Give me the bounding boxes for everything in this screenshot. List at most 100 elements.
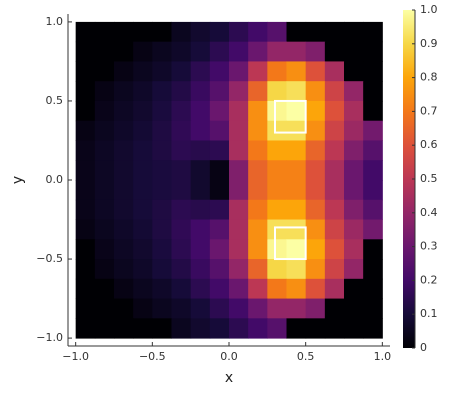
heat-cell <box>133 120 153 141</box>
y-tick-label: −0.5 <box>36 252 63 265</box>
heat-cell <box>324 298 345 319</box>
highlight-box <box>274 226 307 261</box>
heat-cell <box>171 61 192 82</box>
heat-cell <box>114 160 134 181</box>
heat-cell <box>363 120 383 141</box>
heat-cell <box>267 199 287 221</box>
heat-cell <box>229 120 249 141</box>
heat-cell <box>248 41 268 62</box>
heat-cell <box>363 278 383 300</box>
heat-cell <box>229 21 249 43</box>
heat-cell <box>286 160 307 181</box>
heat-cell <box>229 160 249 181</box>
heat-cell <box>114 278 134 300</box>
heat-cell <box>324 219 345 240</box>
heat-cell <box>248 120 268 141</box>
heat-cell <box>94 278 115 300</box>
heat-cell <box>267 259 287 280</box>
heat-cell <box>209 199 230 221</box>
heat-cell <box>324 318 345 339</box>
heat-cell <box>209 278 230 300</box>
heat-cell <box>267 180 287 201</box>
heat-cell <box>190 219 211 240</box>
heat-cell <box>267 239 287 260</box>
heat-cell <box>267 61 287 82</box>
heat-cell <box>75 120 96 141</box>
highlight-box <box>274 99 307 134</box>
heat-cell <box>363 259 383 280</box>
heat-cell <box>305 120 326 141</box>
heat-cell <box>305 180 326 201</box>
heat-cell <box>229 61 249 82</box>
heat-cell <box>94 180 115 201</box>
heat-cell <box>133 239 153 260</box>
heat-cell <box>94 41 115 62</box>
heat-cell <box>248 219 268 240</box>
heat-cell <box>324 278 345 300</box>
heat-cell <box>171 239 192 260</box>
colorbar-tick-label: 0.7 <box>420 104 438 117</box>
heat-cell <box>190 61 211 82</box>
heat-cell <box>248 318 268 339</box>
heat-cell <box>133 318 153 339</box>
heat-cell <box>114 61 134 82</box>
heat-cell <box>267 219 287 240</box>
heat-cell <box>229 259 249 280</box>
heat-cell <box>114 219 134 240</box>
heat-cell <box>171 318 192 339</box>
heat-cell <box>114 318 134 339</box>
heat-cell <box>248 278 268 300</box>
heat-cell <box>229 100 249 122</box>
heat-cell <box>152 100 172 122</box>
heat-cell <box>152 259 172 280</box>
heat-cell <box>152 160 172 181</box>
heat-cell <box>248 239 268 260</box>
heat-cell <box>267 318 287 339</box>
heat-cell <box>152 180 172 201</box>
heat-cell <box>305 259 326 280</box>
heat-cell <box>114 21 134 43</box>
heat-cell <box>190 120 211 141</box>
heat-cell <box>324 259 345 280</box>
heat-cell <box>94 140 115 161</box>
heat-cell <box>94 100 115 122</box>
heat-cell <box>305 81 326 102</box>
heat-cell <box>344 219 364 240</box>
heat-cell <box>209 120 230 141</box>
heat-cell <box>344 120 364 141</box>
heat-cell <box>344 21 364 43</box>
heat-cell <box>286 298 307 319</box>
heat-cell <box>363 140 383 161</box>
heat-cell <box>305 160 326 181</box>
heat-cell <box>114 239 134 260</box>
heat-cell <box>152 61 172 82</box>
heat-cell <box>75 100 96 122</box>
heat-cell <box>152 219 172 240</box>
heat-cell <box>267 278 287 300</box>
x-tick-label: −1.0 <box>62 350 89 363</box>
y-tick-label: −1.0 <box>36 331 63 344</box>
colorbar-tick-label: 0.1 <box>420 307 438 320</box>
heat-cell <box>229 140 249 161</box>
heat-cell <box>171 259 192 280</box>
heat-cell <box>114 41 134 62</box>
heat-cell <box>171 199 192 221</box>
heat-cell <box>209 81 230 102</box>
heat-cell <box>229 81 249 102</box>
heat-cell <box>344 298 364 319</box>
heat-cell <box>75 298 96 319</box>
heat-cell <box>363 239 383 260</box>
y-tick-label: 1.0 <box>46 15 64 28</box>
heat-cell <box>305 199 326 221</box>
heat-cell <box>152 140 172 161</box>
heat-cell <box>133 41 153 62</box>
x-tick-label: 0.0 <box>220 350 238 363</box>
heat-cell <box>248 199 268 221</box>
heat-cell <box>286 199 307 221</box>
heat-cell <box>324 160 345 181</box>
heat-cell <box>305 298 326 319</box>
heat-cell <box>229 298 249 319</box>
heat-cell <box>363 81 383 102</box>
heat-cell <box>286 140 307 161</box>
heat-cell <box>75 199 96 221</box>
